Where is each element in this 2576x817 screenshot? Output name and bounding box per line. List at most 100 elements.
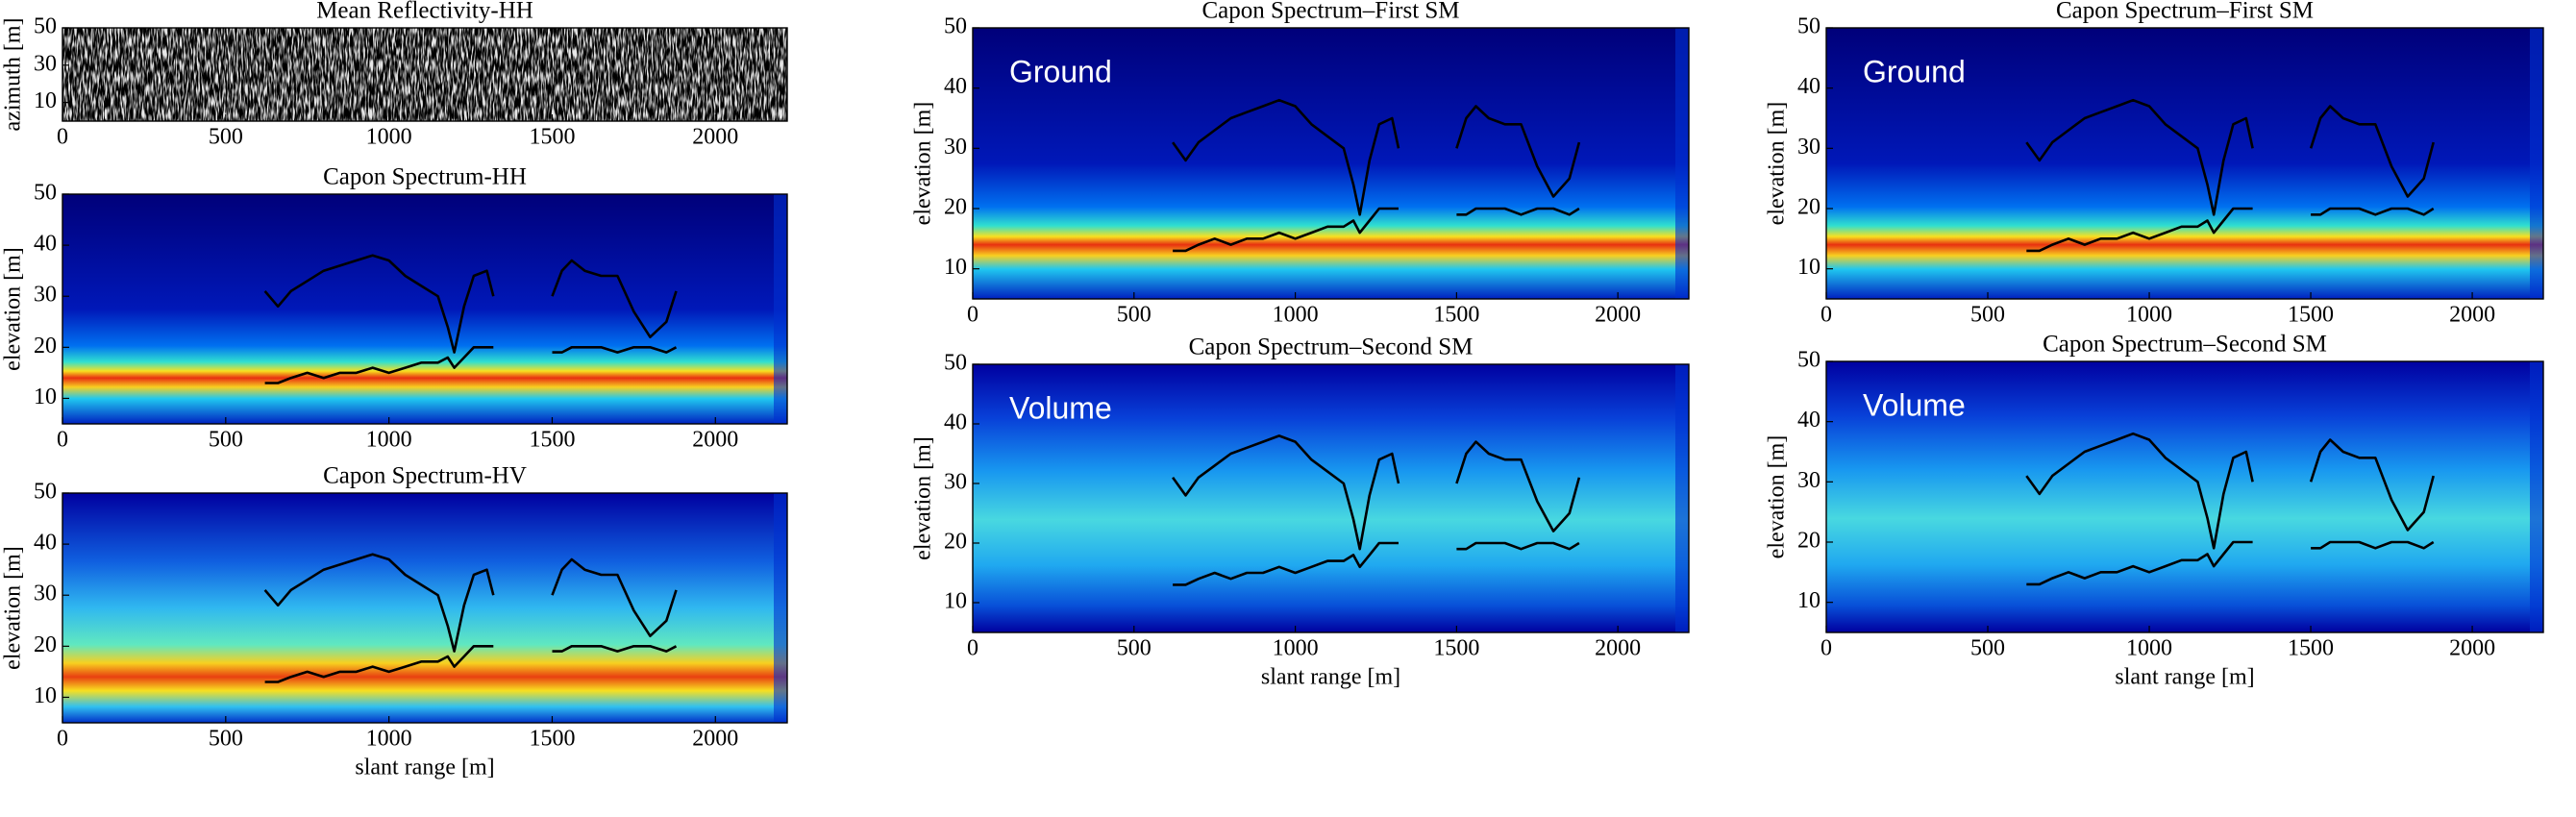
plot-area (1172, 434, 1581, 586)
curve (264, 645, 678, 683)
spectrum-edge (1675, 28, 1689, 299)
curve (2026, 540, 2435, 586)
x-tick-label: 2000 (1595, 303, 1641, 328)
curve (1173, 541, 1580, 586)
curve (2025, 98, 2435, 216)
y-tick-label: 30 (944, 135, 967, 160)
y-tick-label: 10 (1797, 588, 1821, 613)
x-tick-label: 1000 (366, 727, 412, 752)
curve (264, 346, 678, 384)
plot-frame (972, 27, 1690, 300)
x-tick-label: 1500 (529, 428, 575, 453)
y-tick-label: 40 (34, 232, 57, 257)
y-tick-label: 30 (1797, 468, 1821, 493)
y-tick-label: 30 (944, 470, 967, 495)
x-tick-label: 500 (209, 125, 243, 150)
x-tick-label: 1500 (529, 125, 575, 150)
curve (1173, 207, 1580, 253)
y-tick-label: 50 (34, 181, 57, 206)
y-axis-label: elevation [m] (1765, 435, 1790, 559)
x-axis-label: slant range [m] (355, 755, 494, 780)
spectrum-background (1826, 28, 2543, 299)
y-tick-label: 10 (944, 255, 967, 280)
y-tick-label: 10 (34, 384, 57, 409)
x-tick-label: 1000 (366, 125, 412, 150)
spectrum-background (62, 493, 787, 723)
y-tick-label: 20 (1797, 529, 1821, 554)
plot-frame (62, 193, 788, 425)
y-tick-label: 10 (944, 589, 967, 614)
panel-title: Capon Spectrum–Second SM (1189, 334, 1474, 360)
panel-title: Mean Reflectivity-HH (316, 0, 533, 24)
x-tick-label: 1500 (1433, 636, 1479, 661)
y-tick-label: 20 (944, 195, 967, 220)
x-tick-label: 0 (1821, 303, 1832, 328)
panel-annotation: Ground (1009, 54, 1112, 88)
image-speckle (62, 28, 787, 121)
panel: 0 500 1000 1500 2000 10 20 30 40 50 Capon Spectrum… (1, 164, 788, 453)
x-tick-label: 2000 (2449, 636, 2495, 661)
x-tick-label: 2000 (692, 428, 738, 453)
spectrum-edge (1675, 364, 1689, 632)
y-tick-label: 50 (1797, 348, 1821, 373)
x-tick-label: 2000 (1595, 636, 1641, 661)
x-tick-label: 0 (57, 428, 68, 453)
panel-annotation: Volume (1863, 387, 1966, 422)
spectrum-background (1826, 361, 2543, 632)
spectrum-edge (774, 194, 787, 424)
x-tick-label: 0 (57, 125, 68, 150)
panel: 0 500 1000 1500 2000 10 30 50 Mean Reflectivity-… (1, 0, 788, 150)
y-axis-label: elevation [m] (1, 247, 26, 371)
panel-title: Capon Spectrum-HV (323, 463, 527, 489)
y-axis-label: elevation [m] (1, 546, 26, 670)
x-tick-label: 1000 (1273, 636, 1319, 661)
y-tick-label: 10 (34, 88, 57, 113)
x-tick-label: 1500 (1433, 303, 1479, 328)
x-tick-label: 0 (967, 303, 978, 328)
panel-title: Capon Spectrum–First SM (2056, 0, 2314, 24)
x-tick-label: 500 (209, 428, 243, 453)
panel-title: Capon Spectrum-HH (323, 164, 527, 190)
y-tick-label: 50 (1797, 14, 1821, 39)
plot-area (2025, 98, 2435, 253)
panel: 0 500 1000 1500 2000 10 20 30 40 50 Capon Spectrum… (1765, 0, 2544, 328)
y-tick-label: 50 (34, 480, 57, 505)
plot-frame (62, 492, 788, 724)
y-tick-label: 30 (34, 283, 57, 308)
y-tick-label: 40 (944, 410, 967, 435)
x-tick-label: 2000 (692, 125, 738, 150)
y-tick-label: 20 (34, 334, 57, 359)
plot-area (1172, 98, 1581, 253)
y-axis-label: elevation [m] (911, 102, 936, 226)
panel-annotation: Volume (1009, 390, 1112, 425)
x-tick-label: 1500 (529, 727, 575, 752)
plot-frame (62, 27, 788, 122)
plot-frame (1825, 27, 2544, 300)
y-tick-label: 40 (1797, 408, 1821, 433)
y-axis-label: azimuth [m] (1, 18, 26, 132)
x-axis-label: slant range [m] (2115, 665, 2254, 690)
curve (1172, 434, 1581, 551)
x-tick-label: 1500 (2288, 636, 2334, 661)
spectrum-edge (774, 493, 787, 723)
spectrum-edge (2530, 361, 2543, 632)
y-tick-label: 20 (34, 632, 57, 657)
panel: 0 500 1000 1500 2000 10 20 30 40 50 Capon Spectrum… (911, 0, 1690, 328)
panel: 0 500 1000 1500 2000 10 20 30 40 50 Capon Spectrum… (911, 334, 1690, 690)
y-tick-label: 20 (1797, 195, 1821, 220)
x-tick-label: 1000 (2126, 303, 2172, 328)
y-tick-label: 50 (944, 14, 967, 39)
curve (263, 254, 678, 354)
spectrum-background (973, 364, 1689, 632)
x-tick-label: 0 (57, 727, 68, 752)
curve (1172, 98, 1581, 216)
spectrum-background (62, 194, 787, 424)
curve (2026, 207, 2435, 253)
y-tick-label: 50 (944, 351, 967, 376)
x-tick-label: 500 (1970, 636, 2005, 661)
curve (2025, 432, 2435, 550)
x-tick-label: 1000 (2126, 636, 2172, 661)
x-tick-label: 500 (1117, 636, 1152, 661)
